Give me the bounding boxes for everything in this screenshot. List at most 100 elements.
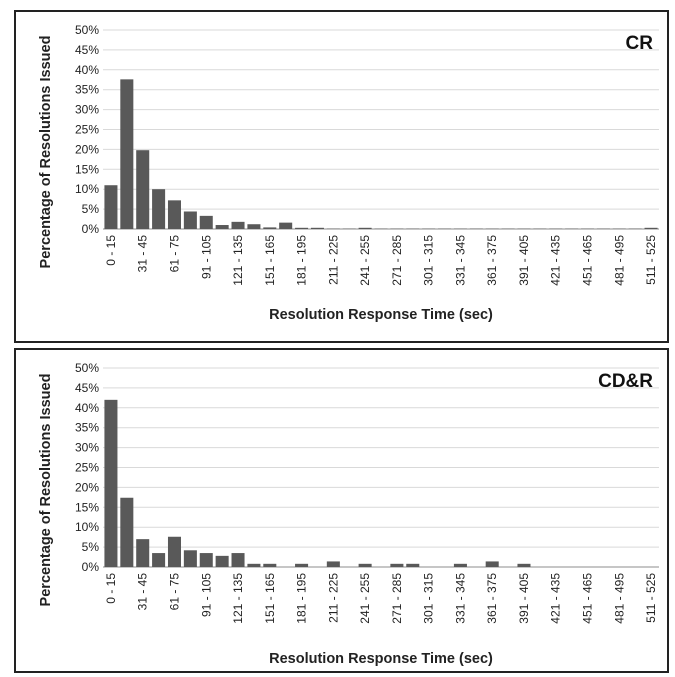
x-tick-label: 121 - 135	[231, 235, 245, 286]
x-tick-label: 511 - 525	[644, 573, 658, 623]
x-tick-label: 211 - 225	[326, 573, 340, 623]
x-tick-label: 121 - 135	[231, 573, 245, 624]
x-tick-label: 391 - 405	[517, 573, 531, 624]
x-tick-label: 61 - 75	[167, 573, 181, 611]
x-axis-label: Resolution Response Time (sec)	[269, 651, 493, 667]
bar	[152, 189, 166, 229]
x-tick-label: 0 - 15	[104, 573, 118, 604]
y-tick-label: 50%	[75, 23, 99, 37]
bar	[358, 227, 372, 229]
bar	[644, 227, 658, 229]
y-axis-label: Percentage of Resolutions Issued	[38, 36, 54, 269]
y-tick-label: 10%	[75, 520, 99, 534]
y-tick-label: 45%	[75, 43, 99, 57]
bar	[199, 215, 213, 229]
x-tick-label: 361 - 375	[485, 573, 499, 624]
y-axis-label: Percentage of Resolutions Issued	[38, 374, 54, 607]
bar	[231, 553, 245, 567]
x-tick-label: 421 - 435	[549, 235, 563, 286]
bar	[295, 563, 309, 567]
bar	[358, 563, 372, 567]
y-tick-label: 30%	[75, 103, 99, 117]
bar	[485, 561, 499, 567]
bar	[326, 561, 340, 567]
y-tick-label: 15%	[75, 162, 99, 176]
x-tick-label: 421 - 435	[549, 573, 563, 624]
bar	[136, 150, 150, 229]
x-tick-label: 331 - 345	[453, 235, 467, 286]
bar	[295, 227, 309, 229]
cr-chart-panel: CR Resolution Response Time (sec) Percen…	[14, 10, 669, 343]
bar	[167, 200, 181, 229]
x-tick-label: 211 - 225	[326, 235, 340, 285]
y-tick-label: 45%	[75, 381, 99, 395]
bar	[167, 536, 181, 567]
x-tick-label: 181 - 195	[295, 573, 309, 624]
y-tick-label: 25%	[75, 123, 99, 137]
y-tick-label: 15%	[75, 500, 99, 514]
y-tick-label: 0%	[82, 560, 100, 574]
x-tick-label: 151 - 165	[263, 573, 277, 624]
x-tick-label: 271 - 285	[390, 573, 404, 624]
x-tick-label: 481 - 495	[612, 573, 626, 624]
y-tick-label: 25%	[75, 461, 99, 475]
bar	[310, 227, 324, 229]
y-tick-label: 40%	[75, 401, 99, 415]
cdr-histogram: CD&R Resolution Response Time (sec) Perc…	[38, 361, 659, 667]
bar	[263, 227, 277, 229]
x-tick-label: 91 - 105	[199, 235, 213, 279]
y-tick-label: 20%	[75, 480, 99, 494]
x-tick-label: 481 - 495	[612, 235, 626, 286]
cr-histogram: CR Resolution Response Time (sec) Percen…	[38, 23, 659, 323]
bar	[120, 497, 134, 567]
bar	[199, 553, 213, 567]
x-tick-label: 181 - 195	[295, 235, 309, 286]
bar	[279, 222, 293, 229]
chart-title: CD&R	[598, 371, 653, 392]
bar	[120, 79, 134, 230]
bar	[517, 563, 531, 567]
x-tick-label: 241 - 255	[358, 235, 372, 286]
x-tick-label: 31 - 45	[136, 235, 150, 273]
chart-title: CR	[626, 33, 654, 54]
bar	[136, 539, 150, 567]
bar	[183, 211, 197, 229]
bar	[406, 563, 420, 567]
bar	[390, 563, 404, 567]
bar	[152, 553, 166, 567]
x-tick-label: 0 - 15	[104, 235, 118, 266]
bar	[104, 399, 118, 567]
x-axis-label: Resolution Response Time (sec)	[269, 307, 493, 323]
x-tick-label: 361 - 375	[485, 235, 499, 286]
x-tick-label: 301 - 315	[422, 573, 436, 624]
x-tick-label: 241 - 255	[358, 573, 372, 624]
x-tick-label: 31 - 45	[136, 573, 150, 611]
x-tick-label: 451 - 465	[581, 235, 595, 286]
y-tick-label: 5%	[82, 540, 100, 554]
y-tick-label: 5%	[82, 202, 100, 216]
x-tick-label: 91 - 105	[199, 573, 213, 617]
bar	[453, 563, 467, 567]
bar	[215, 555, 229, 567]
x-tick-label: 61 - 75	[167, 235, 181, 273]
x-tick-label: 391 - 405	[517, 235, 531, 286]
cdr-chart-panel: CD&R Resolution Response Time (sec) Perc…	[14, 348, 669, 673]
bar	[231, 221, 245, 229]
y-tick-label: 0%	[82, 222, 100, 236]
bar	[247, 563, 261, 567]
bar	[215, 225, 229, 229]
x-tick-label: 451 - 465	[581, 573, 595, 624]
x-tick-label: 301 - 315	[422, 235, 436, 286]
bar	[247, 224, 261, 229]
y-tick-label: 40%	[75, 63, 99, 77]
y-tick-label: 35%	[75, 83, 99, 97]
y-tick-label: 10%	[75, 182, 99, 196]
x-tick-label: 511 - 525	[644, 235, 658, 285]
y-tick-label: 35%	[75, 421, 99, 435]
bar	[183, 550, 197, 567]
y-tick-label: 20%	[75, 142, 99, 156]
bar	[104, 185, 118, 229]
bar	[263, 563, 277, 567]
x-tick-label: 331 - 345	[453, 573, 467, 624]
y-tick-label: 50%	[75, 361, 99, 375]
